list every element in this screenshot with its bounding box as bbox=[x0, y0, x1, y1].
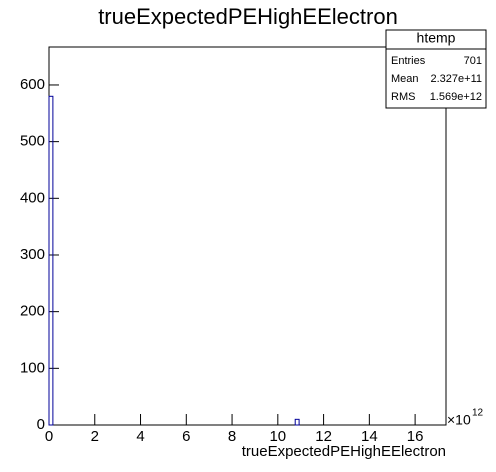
bar bbox=[48, 95, 54, 426]
stats-box bbox=[385, 29, 487, 109]
y-tick-label: 100 bbox=[20, 359, 45, 376]
chart-title: trueExpectedPEHighEElectron bbox=[98, 4, 398, 29]
x-tick-label: 10 bbox=[269, 428, 286, 445]
stats-key: RMS bbox=[391, 91, 415, 103]
stats-value: 1.569e+12 bbox=[430, 91, 482, 103]
stats-value: 2.327e+11 bbox=[431, 73, 483, 85]
x-tick-label: 6 bbox=[182, 428, 190, 445]
y-tick-label: 0 bbox=[37, 416, 45, 433]
y-tick-label: 500 bbox=[20, 133, 45, 150]
x-axis-label: trueExpectedPEHighEElectron bbox=[242, 443, 446, 460]
x-multiplier-exponent: 12 bbox=[472, 408, 484, 419]
x-tick-label: 8 bbox=[228, 428, 236, 445]
stats-key: Mean bbox=[391, 73, 419, 85]
y-tick-label: 400 bbox=[20, 189, 45, 206]
stats-key: Entries bbox=[391, 55, 426, 67]
y-tick-label: 600 bbox=[20, 76, 45, 93]
y-tick-label: 200 bbox=[20, 303, 45, 320]
x-multiplier: ×10 bbox=[447, 412, 471, 428]
bar bbox=[294, 418, 300, 426]
x-tick-label: 14 bbox=[361, 428, 378, 445]
stats-value: 701 bbox=[464, 55, 482, 67]
x-tick-label: 12 bbox=[315, 428, 332, 445]
x-tick-label: 0 bbox=[45, 428, 53, 445]
x-tick-label: 2 bbox=[91, 428, 99, 445]
y-tick-label: 300 bbox=[20, 246, 45, 263]
x-tick-label: 16 bbox=[407, 428, 424, 445]
x-tick-label: 4 bbox=[136, 428, 144, 445]
stats-title: htemp bbox=[417, 30, 456, 46]
